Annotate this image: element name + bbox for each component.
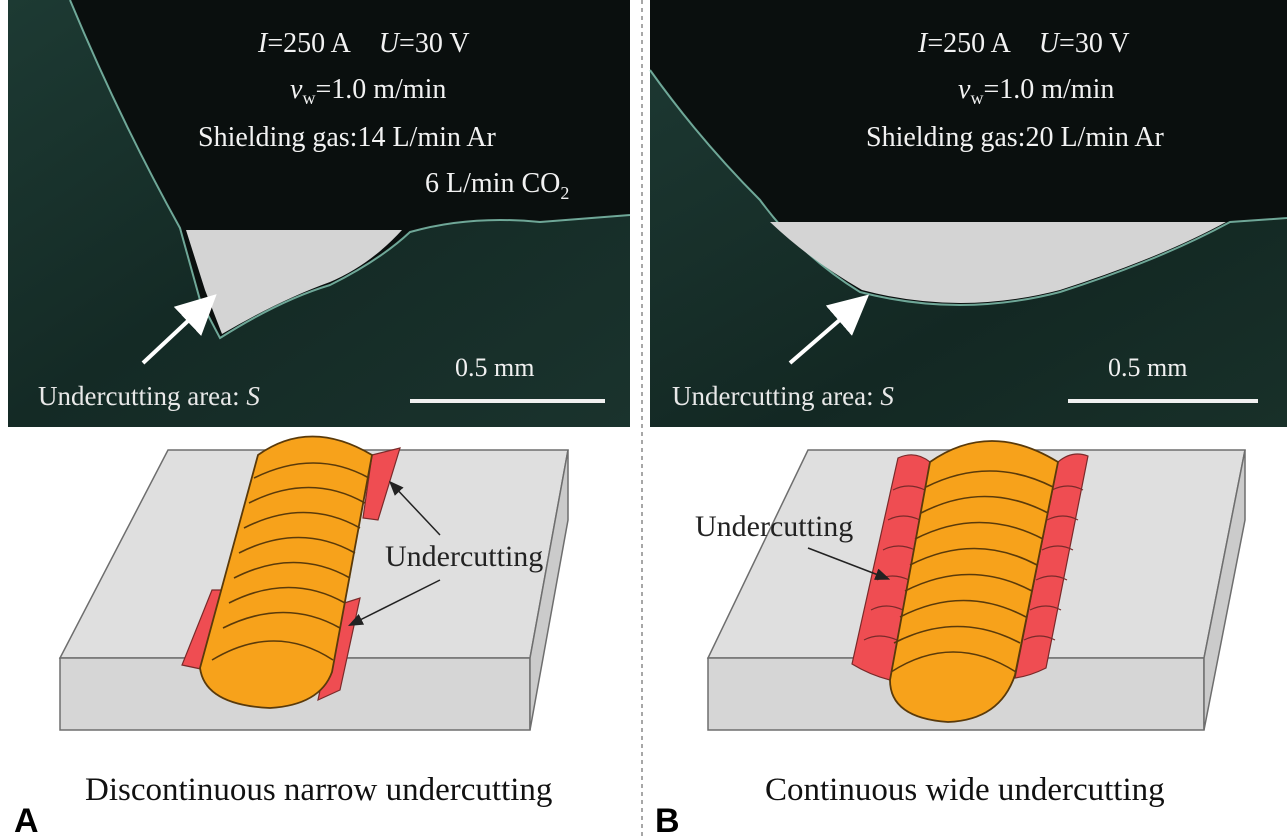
- plate-side-a: [529, 449, 569, 731]
- base-metal-b: [650, 70, 1287, 427]
- diagram-label-b: Undercutting: [695, 510, 853, 543]
- weld-bead-b: [889, 440, 1060, 723]
- label-arrow-b: [807, 547, 891, 580]
- undercut-right-top-a: [362, 447, 401, 521]
- area-arrow-a: [141, 294, 217, 365]
- schematic-b: Undercutting: [695, 440, 1246, 731]
- micrograph-a: I=250 A U=30 V vw=1.0 m/min Shielding gas…: [8, 0, 631, 427]
- caption-b: Continuous wide undercutting: [765, 772, 1165, 808]
- schematic-a: Undercutting: [58, 435, 569, 731]
- base-metal-a: [8, 0, 630, 427]
- area-arrow-b: [788, 294, 870, 365]
- undercut-right-b: [1014, 453, 1089, 679]
- param-speed-a: vw=1.0 m/min: [290, 74, 446, 108]
- scale-bar-label-a: 0.5 mm: [455, 353, 534, 382]
- plate-side-b: [1203, 449, 1246, 731]
- undercut-right-ripples-b: [1023, 485, 1084, 641]
- panel-a: I=250 A U=30 V vw=1.0 m/min Shielding gas…: [8, 0, 631, 837]
- diagram-label-a: Undercutting: [385, 540, 543, 573]
- label-arrow-top-a: [388, 480, 441, 536]
- weld-bead-a: [199, 435, 373, 709]
- bead-ripples-b: [890, 470, 1054, 673]
- caption-a: Discontinuous narrow undercutting: [85, 772, 552, 808]
- label-arrow-bottom-a: [347, 579, 441, 627]
- param-speed-b: vw=1.0 m/min: [958, 74, 1114, 108]
- undercut-area-a: [186, 230, 402, 334]
- param-gas-b: Shielding gas:20 L/min Ar: [866, 122, 1165, 153]
- area-label-a: Undercutting area: S: [38, 381, 260, 411]
- scale-bar-label-b: 0.5 mm: [1108, 353, 1187, 382]
- panel-letter-a: A: [14, 802, 39, 837]
- param-current-voltage-a: I=250 A U=30 V: [257, 28, 470, 59]
- micrograph-b: I=250 A U=30 V vw=1.0 m/min Shielding gas…: [649, 0, 1287, 427]
- panel-letter-b: B: [655, 802, 680, 837]
- undercut-area-b: [770, 222, 1226, 303]
- panel-b: I=250 A U=30 V vw=1.0 m/min Shielding gas…: [649, 0, 1287, 837]
- bead-ripples-a: [211, 462, 370, 661]
- param-gas-co2-a: 6 L/min CO2: [425, 168, 569, 203]
- undercut-left-ripples-b: [863, 485, 926, 641]
- area-label-b: Undercutting area: S: [672, 381, 894, 411]
- param-gas-a: Shielding gas:14 L/min Ar: [198, 122, 497, 153]
- param-current-voltage-b: I=250 A U=30 V: [917, 28, 1130, 59]
